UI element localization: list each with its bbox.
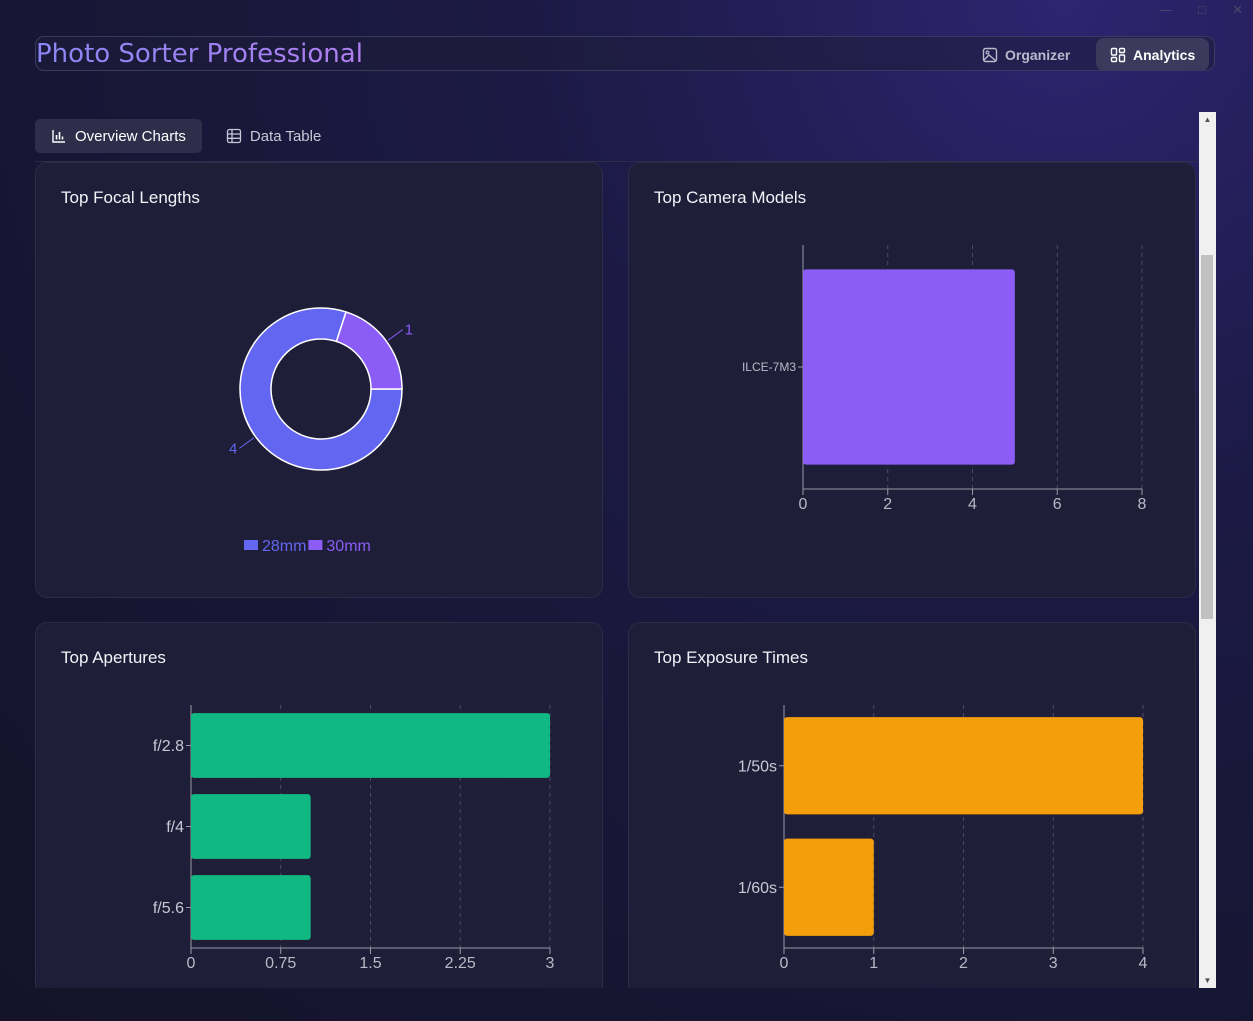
category-label: f/4 <box>166 819 184 836</box>
x-tick-label: 2.25 <box>445 955 476 972</box>
pie-slice-28mm[interactable] <box>239 307 403 471</box>
tab-data-table[interactable]: Data Table <box>210 119 337 153</box>
x-tick-label: 8 <box>1138 496 1147 513</box>
tab-data-table-label: Data Table <box>249 127 322 145</box>
camera-models-card: Top Camera Models 0 2 4 6 8 ILCE-7M3 <box>628 162 1196 598</box>
tab-overview-charts-label: Overview Charts <box>75 127 186 145</box>
charts-scroll-area: Top Focal Lengths 4 1 28mm 30mm Top Camera … <box>35 162 1199 988</box>
legend-swatch-30mm <box>308 540 323 550</box>
apertures-card: Top Apertures 0 0.75 1.5 2.25 3 f/2.8 f/4 f/5.6 <box>35 622 603 988</box>
scroll-down-icon[interactable]: ▼ <box>1203 976 1212 985</box>
table-icon <box>226 128 242 144</box>
vertical-scrollbar[interactable]: ▲ ▼ <box>1199 112 1216 988</box>
pie-slice-30mm[interactable] <box>335 311 403 390</box>
x-tick-label: 0 <box>187 955 196 972</box>
x-tick-label: 0 <box>780 955 789 972</box>
scrollbar-thumb[interactable] <box>1201 255 1213 619</box>
tabs-divider <box>35 161 1198 162</box>
image-icon <box>982 47 998 62</box>
category-label: 1/50s <box>738 758 777 775</box>
bar-f/5.6[interactable] <box>191 875 311 940</box>
x-tick-label: 4 <box>968 496 977 513</box>
window-controls: — □ ✕ <box>1159 2 1243 18</box>
focal-lengths-card: Top Focal Lengths 4 1 28mm 30mm <box>35 162 603 598</box>
pie-data-label: 1 <box>405 322 413 339</box>
chart-title: Top Apertures <box>61 648 166 667</box>
exposure-times-card: Top Exposure Times 0 1 2 3 4 1/50s 1/60s <box>628 622 1196 988</box>
category-label: f/5.6 <box>153 900 184 917</box>
x-tick-label: 1 <box>869 955 878 972</box>
legend-swatch-28mm <box>244 540 258 550</box>
bar-ILCE-7M3[interactable] <box>803 269 1015 465</box>
chart-title: Top Focal Lengths <box>61 188 200 207</box>
nav-organizer-label: Organizer <box>1005 46 1071 63</box>
x-tick-label: 2 <box>959 955 968 972</box>
nav-analytics-label: Analytics <box>1133 46 1196 63</box>
nav-organizer-button[interactable]: Organizer <box>968 38 1084 71</box>
x-tick-label: 0.75 <box>265 955 296 972</box>
chart-title: Top Exposure Times <box>654 648 809 667</box>
category-label: 1/60s <box>738 880 777 897</box>
close-icon[interactable]: ✕ <box>1232 2 1243 17</box>
x-tick-label: 2 <box>883 496 892 513</box>
nav-analytics-button[interactable]: Analytics <box>1096 38 1210 71</box>
focal-lengths-chart: 4 1 28mm 30mm <box>229 307 413 555</box>
bar-1/60s[interactable] <box>784 838 874 936</box>
bar-f/4[interactable] <box>191 794 311 859</box>
x-tick-label: 4 <box>1139 955 1148 972</box>
x-tick-label: 6 <box>1053 496 1062 513</box>
bar-chart-icon <box>52 130 65 143</box>
legend-label-30mm[interactable]: 30mm <box>326 538 370 555</box>
bar-f/2.8[interactable] <box>191 713 550 778</box>
app-header: Photo Sorter Professional Organizer Anal… <box>35 36 1215 71</box>
exposure-times-chart: 0 1 2 3 4 1/50s 1/60s <box>738 705 1148 972</box>
pie-label-line <box>238 437 255 449</box>
category-label: f/2.8 <box>153 738 184 755</box>
legend-label-28mm[interactable]: 28mm <box>262 538 306 555</box>
dashboard-grid-icon <box>1110 47 1126 62</box>
pie-label-line <box>387 329 404 341</box>
scroll-up-icon[interactable]: ▲ <box>1203 115 1212 124</box>
camera-models-chart: 0 2 4 6 8 ILCE-7M3 <box>742 245 1147 513</box>
view-tabs: Overview Charts Data Table <box>35 119 337 153</box>
app-title: Photo Sorter Professional <box>36 39 363 69</box>
x-tick-label: 3 <box>546 955 555 972</box>
pie-data-label: 4 <box>229 440 237 457</box>
bar-1/50s[interactable] <box>784 717 1143 815</box>
category-label: ILCE-7M3 <box>742 360 796 374</box>
x-tick-label: 0 <box>799 496 808 513</box>
x-tick-label: 1.5 <box>359 955 381 972</box>
minimize-icon[interactable]: — <box>1159 2 1173 17</box>
apertures-chart: 0 0.75 1.5 2.25 3 f/2.8 f/4 f/5.6 <box>153 705 555 972</box>
chart-title: Top Camera Models <box>654 188 807 207</box>
x-tick-label: 3 <box>1049 955 1058 972</box>
maximize-icon[interactable]: □ <box>1198 2 1207 17</box>
tab-overview-charts[interactable]: Overview Charts <box>35 119 202 153</box>
